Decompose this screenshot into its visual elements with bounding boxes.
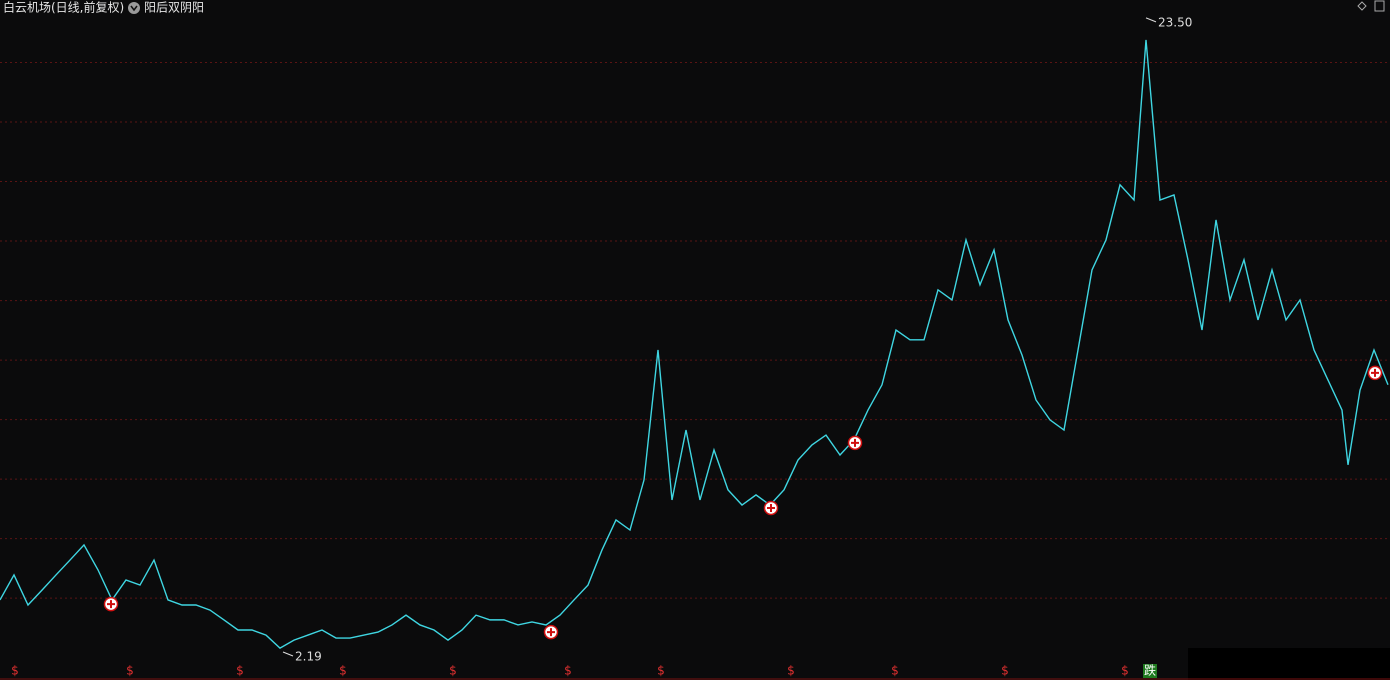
buy-signal-cross — [547, 628, 555, 637]
marker-badge — [1143, 664, 1157, 678]
bottom-marker: $ — [1001, 664, 1009, 678]
annotation-pointer — [1145, 17, 1157, 23]
bottom-marker: 跌 — [1144, 663, 1156, 678]
diamond-icon[interactable] — [1357, 1, 1367, 11]
annotation-label: 2.19 — [295, 650, 322, 664]
buy-signal-cross — [1371, 368, 1379, 377]
buy-signal-cross — [767, 503, 775, 512]
indicator-name: 阳后双阴阳 — [144, 1, 204, 15]
annotation-pointer — [282, 651, 294, 657]
dropdown-arrow — [130, 5, 138, 12]
bottom-marker: $ — [11, 664, 19, 678]
window-icon[interactable] — [1374, 0, 1385, 12]
annotation-label: 23.50 — [1158, 15, 1192, 29]
bottom-marker: $ — [126, 664, 134, 678]
bottom-marker: $ — [891, 664, 899, 678]
buy-signal-cross — [107, 600, 115, 609]
buy-signal-cross — [851, 438, 859, 447]
chart-title: 白云机场(日线,前复权) — [3, 0, 124, 15]
bottom-marker: $ — [787, 664, 795, 678]
bottom-marker: $ — [564, 664, 572, 678]
dropdown-icon[interactable] — [128, 2, 140, 14]
bottom-marker: $ — [449, 664, 457, 678]
bottom-marker: $ — [1121, 664, 1129, 678]
price-line — [0, 39, 1389, 650]
bottom-marker: $ — [236, 664, 244, 678]
bottom-marker: $ — [339, 664, 347, 678]
bottom-marker: $ — [657, 664, 665, 678]
corner-panel — [1188, 648, 1390, 680]
